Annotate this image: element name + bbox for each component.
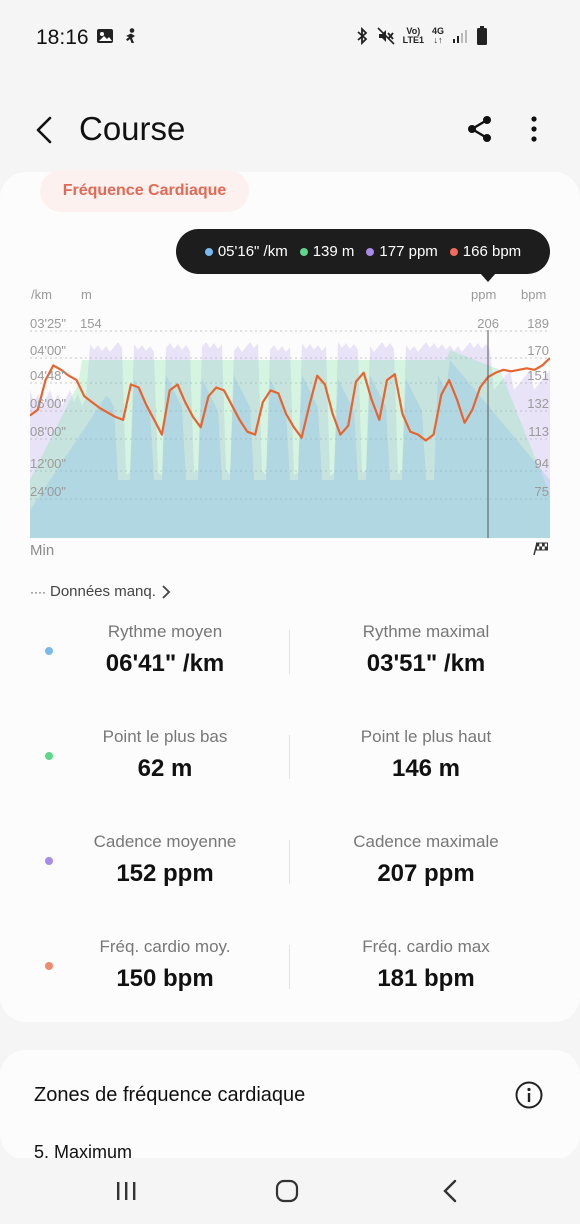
chart-areas (30, 342, 550, 538)
stat-average-pace: Rythme moyen 06'41" /km (105, 622, 225, 677)
status-bar: 18:16 Vo) LTE1 4G ↓↑ (0, 0, 580, 76)
samsung-health-icon (126, 28, 135, 43)
tooltip-pointer (480, 273, 496, 282)
elevation-tick-label: 154 (80, 316, 102, 331)
heart-rate-tick-label: 151 (527, 368, 549, 383)
data-type-indicator: 4G ↓↑ (431, 26, 444, 45)
stat-row-cadence: Cadence moyenne 152 ppm Cadence maximale… (0, 832, 580, 937)
stat-divider (289, 735, 290, 779)
tooltip-elevation: 139 m (299, 243, 354, 260)
battery-icon (477, 26, 487, 45)
page-title: Course (79, 110, 186, 147)
axis-unit-elevation: m (81, 287, 92, 302)
stat-max-cadence: Cadence maximale 207 ppm (353, 832, 499, 887)
pace-tick-label: 12'00" (30, 456, 67, 471)
stat-lowest-point: Point le plus bas 62 m (102, 727, 228, 782)
x-axis-start-label: Min (30, 542, 55, 559)
stat-average-heart-rate: Fréq. cardio moy. 150 bpm (99, 937, 231, 992)
signal-icon (453, 30, 467, 43)
status-time: 18:16 (36, 26, 89, 49)
stat-row-elevation: Point le plus bas 62 m Point le plus hau… (0, 727, 580, 832)
status-notification-icons (96, 27, 140, 45)
heart-rate-dot (449, 247, 458, 256)
pace-tick-label: 03'25" (30, 316, 67, 331)
more-options-icon[interactable] (520, 112, 548, 146)
stat-dot-heart-rate (45, 962, 53, 970)
pace-tick-label: 06'00" (30, 396, 67, 411)
stat-max-heart-rate: Fréq. cardio max 181 bpm (362, 937, 490, 992)
workout-detail-card (0, 172, 580, 1022)
tooltip-heart-rate: 166 bpm (449, 243, 521, 260)
stat-max-pace: Rythme maximal 03'51" /km (362, 622, 490, 677)
stat-divider (289, 945, 290, 989)
info-icon[interactable] (514, 1080, 544, 1110)
missing-data-link[interactable]: ···· Données manq. (30, 583, 172, 600)
heart-rate-tick-label: 94 (534, 456, 549, 471)
zone-item-maximum: 5. Maximum (34, 1142, 133, 1160)
system-navigation-bar (0, 1158, 580, 1224)
heart-rate-tick-label: 132 (527, 396, 549, 411)
workout-chart[interactable] (30, 330, 550, 538)
heart-rate-tick-label: 113 (528, 424, 549, 439)
pace-tick-label: 04'48" (30, 368, 67, 383)
pace-tick-label: 08'00" (30, 424, 67, 439)
heart-rate-zones-card[interactable]: Zones de fréquence cardiaque 5. Maximum (0, 1050, 580, 1160)
stat-dot-elevation (45, 752, 53, 760)
status-system-icons: Vo) LTE1 4G ↓↑ (355, 26, 488, 46)
stat-dot-pace (45, 647, 53, 655)
axis-unit-cadence: ppm (471, 287, 497, 302)
stat-dot-cadence (45, 857, 53, 865)
heart-rate-tick-label: 75 (534, 484, 549, 499)
pace-tick-label: 04'00" (30, 343, 67, 358)
chart-gridlines (30, 330, 550, 500)
recent-apps-icon[interactable] (114, 1180, 138, 1202)
mute-icon (377, 27, 395, 45)
pace-dot (204, 247, 213, 256)
heart-rate-series (30, 357, 550, 442)
gallery-icon (97, 29, 113, 43)
heart-rate-tick-label: 189 (527, 316, 549, 331)
nav-back-icon[interactable] (440, 1178, 460, 1204)
heart-rate-tick-label: 170 (527, 343, 549, 358)
share-icon[interactable] (463, 112, 497, 146)
pace-tick-label: 24'00" (30, 484, 67, 499)
stat-divider (289, 840, 290, 884)
tooltip-pace: 05'16" /km (204, 243, 288, 260)
metric-tab-heart-rate[interactable]: Fréquence Cardiaque (40, 170, 249, 212)
zones-title: Zones de fréquence cardiaque (34, 1084, 306, 1106)
elevation-dot (299, 247, 308, 256)
app-bar: Course (0, 96, 580, 166)
home-icon[interactable] (275, 1179, 299, 1203)
stat-average-cadence: Cadence moyenne 152 ppm (93, 832, 237, 887)
stat-row-pace: Rythme moyen 06'41" /km Rythme maximal 0… (0, 622, 580, 727)
stat-row-heart-rate: Fréq. cardio moy. 150 bpm Fréq. cardio m… (0, 937, 580, 1042)
bluetooth-icon (357, 27, 367, 45)
stat-divider (289, 630, 290, 674)
chevron-right-icon (162, 584, 171, 599)
dotted-line-icon: ···· (30, 584, 46, 599)
cadence-tick-label: 206 (477, 316, 499, 331)
elevation-area (30, 350, 550, 538)
chart-tooltip: 05'16" /km 139 m 177 ppm 166 bpm (176, 229, 550, 274)
axis-unit-heart-rate: bpm (521, 287, 547, 302)
cadence-area (30, 342, 550, 538)
finish-flag-icon (533, 542, 548, 556)
axis-unit-pace: /km (31, 287, 52, 302)
heart-rate-line (30, 357, 550, 442)
volte-indicator: Vo) LTE1 (402, 26, 424, 45)
pace-area (30, 360, 550, 538)
stat-highest-point: Point le plus haut 146 m (360, 727, 492, 782)
cadence-dot (366, 247, 375, 256)
tooltip-cadence: 177 ppm (366, 243, 438, 260)
back-arrow-icon[interactable] (26, 110, 66, 150)
